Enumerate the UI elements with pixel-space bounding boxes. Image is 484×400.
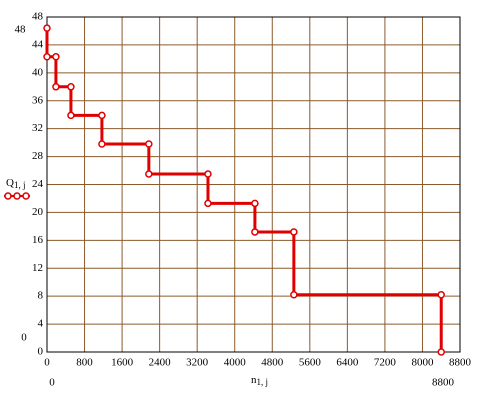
point [52,83,60,91]
x-label-sub: 1, j [257,377,269,387]
point [251,228,259,236]
x-tick-label: 5600 [299,357,322,369]
y-tick-label: 24 [32,178,44,190]
point [67,83,75,91]
x-tick-label: 4800 [261,357,284,369]
x-axis-label: n1, j [251,374,268,388]
legend-marker [13,192,21,200]
y-tick-label: 4 [38,318,44,330]
point [290,291,298,299]
point [52,53,60,61]
y-tick-label: 28 [32,150,44,162]
x-tick-label: 3200 [186,357,209,369]
x-tick-label: 0 [44,357,50,369]
x-tick-label: 2400 [149,357,172,369]
point [204,170,212,178]
legend-marker [4,192,12,200]
y-axis-label: Q1, j [6,177,25,191]
x-tick-label: 8000 [411,357,434,369]
x-tick-label: 6400 [336,357,359,369]
y-tick-label: 48 [32,11,44,23]
y-tick-label: 36 [32,94,44,106]
y-tick-label: 32 [32,122,43,134]
point [437,348,445,356]
x-tick-label: 4000 [224,357,247,369]
y-label-sub: 1, j [14,180,26,190]
x-range-right: 8800 [432,377,455,389]
point [145,170,153,178]
y-tick-label: 40 [32,66,44,78]
point [204,199,212,208]
point [43,24,51,32]
x-tick-label: 1600 [111,357,134,369]
point [98,140,106,148]
x-label-main: n [251,374,257,386]
y-label-main: Q [6,177,14,189]
y-tick-label: 0 [38,346,44,358]
x-tick-label: 800 [76,357,93,369]
point [43,53,51,61]
point [290,228,298,236]
y-tick-label: 12 [32,262,43,274]
point [437,291,445,299]
y-tick-label: 20 [32,206,44,218]
x-tick-label: 8800 [449,357,472,369]
y-range-bottom: 0 [21,332,27,344]
point [251,199,259,208]
plot-frame [46,16,461,353]
point [145,140,153,148]
y-range-top: 48 [15,24,27,36]
line [45,28,443,352]
legend-marker [22,192,30,200]
y-tick-label: 8 [38,290,44,302]
x-tick-label: 7200 [374,357,397,369]
x-range-left: 0 [49,377,55,389]
y-tick-label: 44 [32,38,44,50]
y-tick-label: 16 [32,234,44,246]
point [98,111,106,120]
point [67,111,75,120]
